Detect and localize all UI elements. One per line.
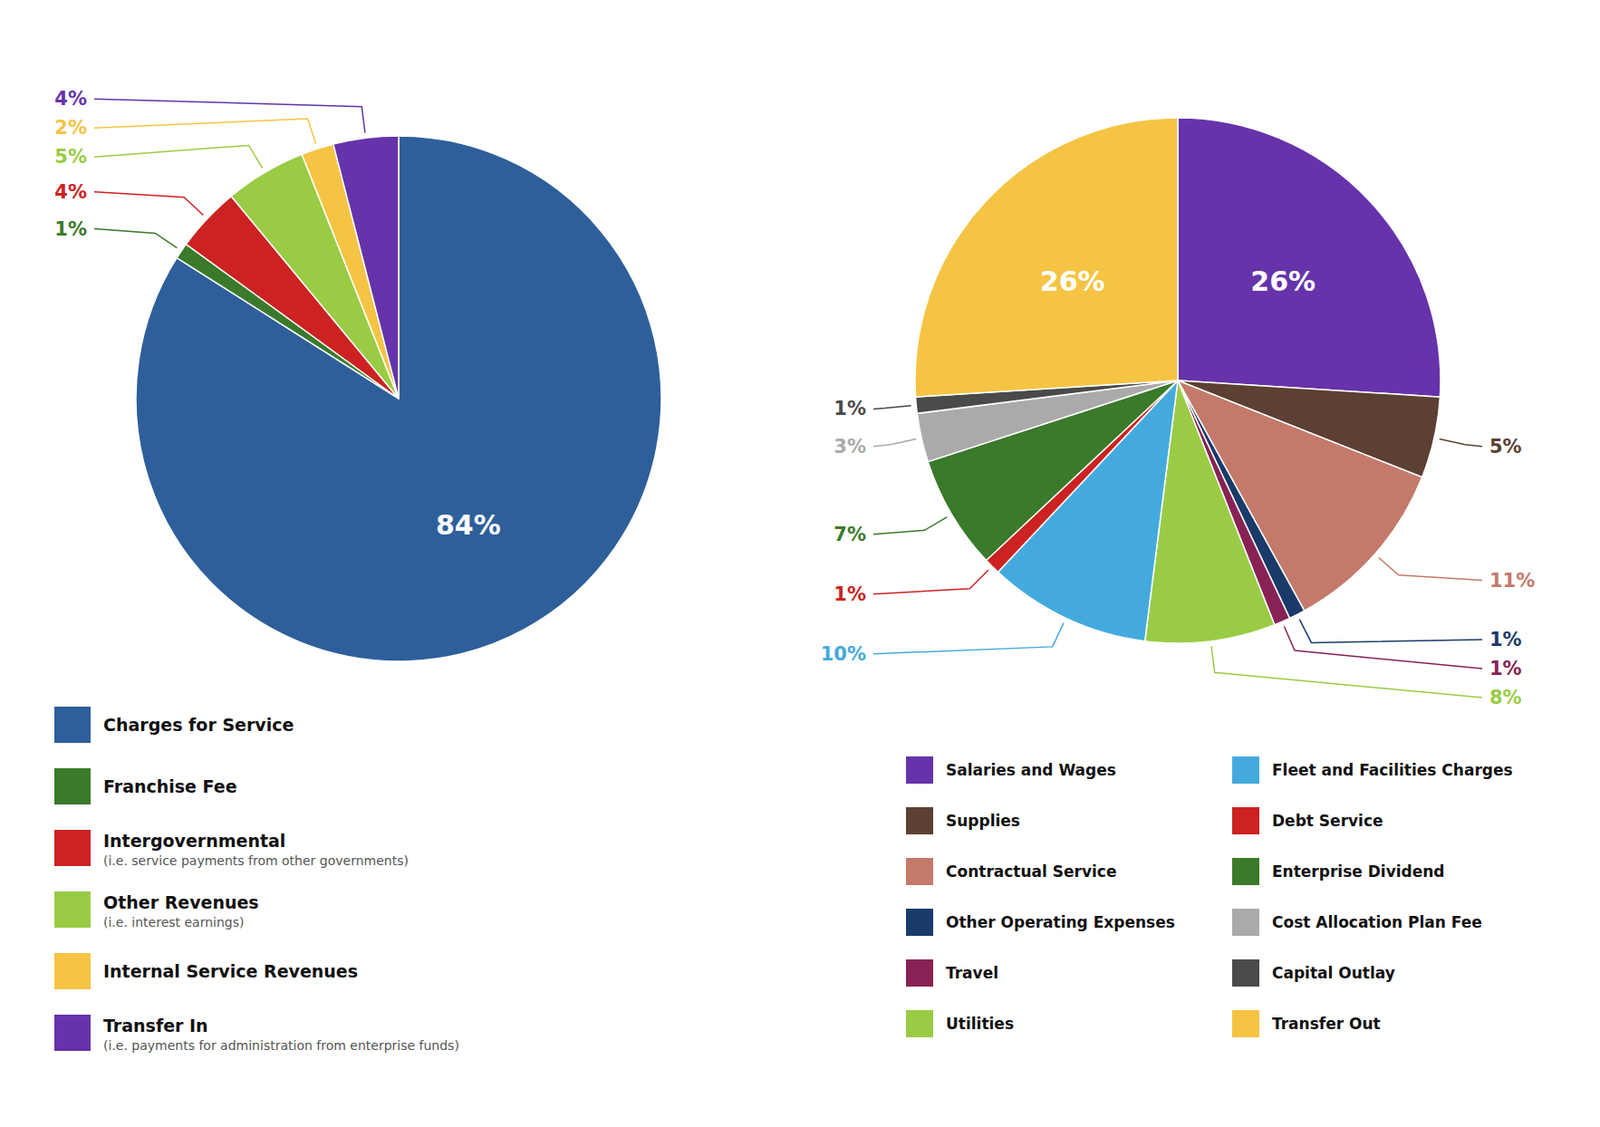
data-label: 2%	[54, 116, 87, 139]
legend-swatch	[1232, 857, 1260, 886]
slices	[915, 117, 1441, 644]
legend-note: (i.e. payments for administration from e…	[103, 1038, 460, 1053]
legend-swatch	[906, 908, 934, 936]
data-label: 84%	[435, 509, 502, 541]
legend-label: Debt Service	[1272, 811, 1384, 830]
data-label: 11%	[1489, 569, 1535, 592]
legend: Charges for Service Franchise Fee Intergov…	[54, 706, 460, 1053]
data-labels: 26% 26% 5% 11% 1% 1% 8% 1% 3% 7% 1% 10%	[820, 265, 1536, 709]
legend-swatch	[54, 706, 91, 743]
legend-swatch	[54, 768, 91, 805]
data-label: 1%	[54, 218, 87, 241]
leader-line	[873, 405, 912, 410]
legend-label: Franchise Fee	[103, 776, 238, 797]
data-label: 10%	[820, 643, 867, 666]
pie-chart: 84% 4% 2% 5% 4% 1% Charges for Service Franchis…	[54, 87, 662, 1053]
legend-label: Internal Service Revenues	[103, 961, 358, 982]
pie-slice	[135, 135, 662, 662]
leader-line	[1439, 439, 1483, 447]
leader-line	[873, 517, 947, 535]
data-label: 7%	[833, 523, 867, 546]
data-label: 26%	[1040, 265, 1106, 298]
legend-label: Travel	[945, 963, 999, 983]
legend-label: Other Revenues	[103, 892, 260, 913]
legend-swatch	[906, 959, 934, 987]
data-label: 5%	[1489, 435, 1523, 458]
legend-swatch	[54, 891, 91, 928]
legend: Salaries and Wages Supplies Contractual Se…	[906, 756, 1514, 1038]
leader-line	[1378, 558, 1483, 581]
legend-label: Contractual Service	[945, 862, 1117, 881]
legend-swatch	[1232, 807, 1260, 835]
leader-line	[1283, 626, 1483, 669]
leader-line	[873, 569, 989, 595]
leader-line	[1299, 619, 1483, 644]
slices	[135, 135, 662, 662]
leader-line	[94, 192, 203, 216]
data-label: 8%	[1489, 686, 1523, 709]
data-label: 26%	[1250, 265, 1316, 298]
pie-slice	[1177, 117, 1441, 397]
legend-label: Intergovernmental	[103, 830, 286, 851]
legend-label: Supplies	[945, 811, 1021, 830]
leader-line	[1211, 645, 1483, 698]
data-label: 1%	[1489, 628, 1523, 651]
legend-swatch	[1232, 756, 1260, 784]
data-label: 3%	[833, 435, 867, 458]
legend-label: Transfer Out	[1272, 1014, 1381, 1033]
legend-label: Enterprise Dividend	[1272, 862, 1446, 881]
pie-chart: 26% 26% 5% 11% 1% 1% 8% 1% 3% 7% 1% 10% Salaries and…	[820, 117, 1536, 1038]
data-label: 4%	[54, 87, 87, 110]
legend-swatch	[54, 953, 91, 990]
data-label: 5%	[54, 145, 87, 168]
legend-swatch	[54, 829, 91, 867]
legend-note: (i.e. service payments from other govern…	[103, 853, 409, 868]
legend-label: Charges for Service	[103, 714, 294, 735]
legend-label: Utilities	[945, 1014, 1014, 1033]
legend-swatch	[906, 857, 934, 886]
pie-slice	[915, 117, 1178, 397]
legend-label: Fleet and Facilities Charges	[1272, 761, 1514, 780]
chart-canvas: 84% 4% 2% 5% 4% 1% Charges for Service Franchis…	[0, 0, 1600, 1127]
data-label: 1%	[1489, 657, 1523, 680]
legend-label: Salaries and Wages	[945, 761, 1117, 780]
legend-swatch	[906, 807, 934, 835]
legend-swatch	[906, 756, 934, 784]
legend-label: Capital Outlay	[1272, 963, 1396, 983]
legend-note: (i.e. interest earnings)	[103, 915, 244, 930]
leader-line	[94, 98, 366, 133]
legend-swatch	[906, 1010, 934, 1038]
data-label: 1%	[833, 583, 867, 606]
legend-swatch	[54, 1014, 91, 1051]
legend-label: Transfer In	[103, 1015, 209, 1036]
leader-line	[94, 144, 262, 168]
data-label: 1%	[833, 397, 867, 420]
leader-line	[873, 439, 916, 447]
data-label: 4%	[54, 181, 87, 203]
leader-line	[94, 229, 177, 249]
legend-label: Other Operating Expenses	[945, 913, 1176, 932]
data-labels: 84% 4% 2% 5% 4% 1%	[54, 87, 501, 541]
leader-line	[873, 623, 1064, 655]
legend-swatch	[1232, 1010, 1260, 1038]
leader-line	[94, 118, 317, 145]
legend-swatch	[1232, 959, 1260, 987]
pie-slice	[333, 135, 399, 399]
legend-swatch	[1232, 908, 1260, 936]
legend-label: Cost Allocation Plan Fee	[1272, 913, 1483, 932]
